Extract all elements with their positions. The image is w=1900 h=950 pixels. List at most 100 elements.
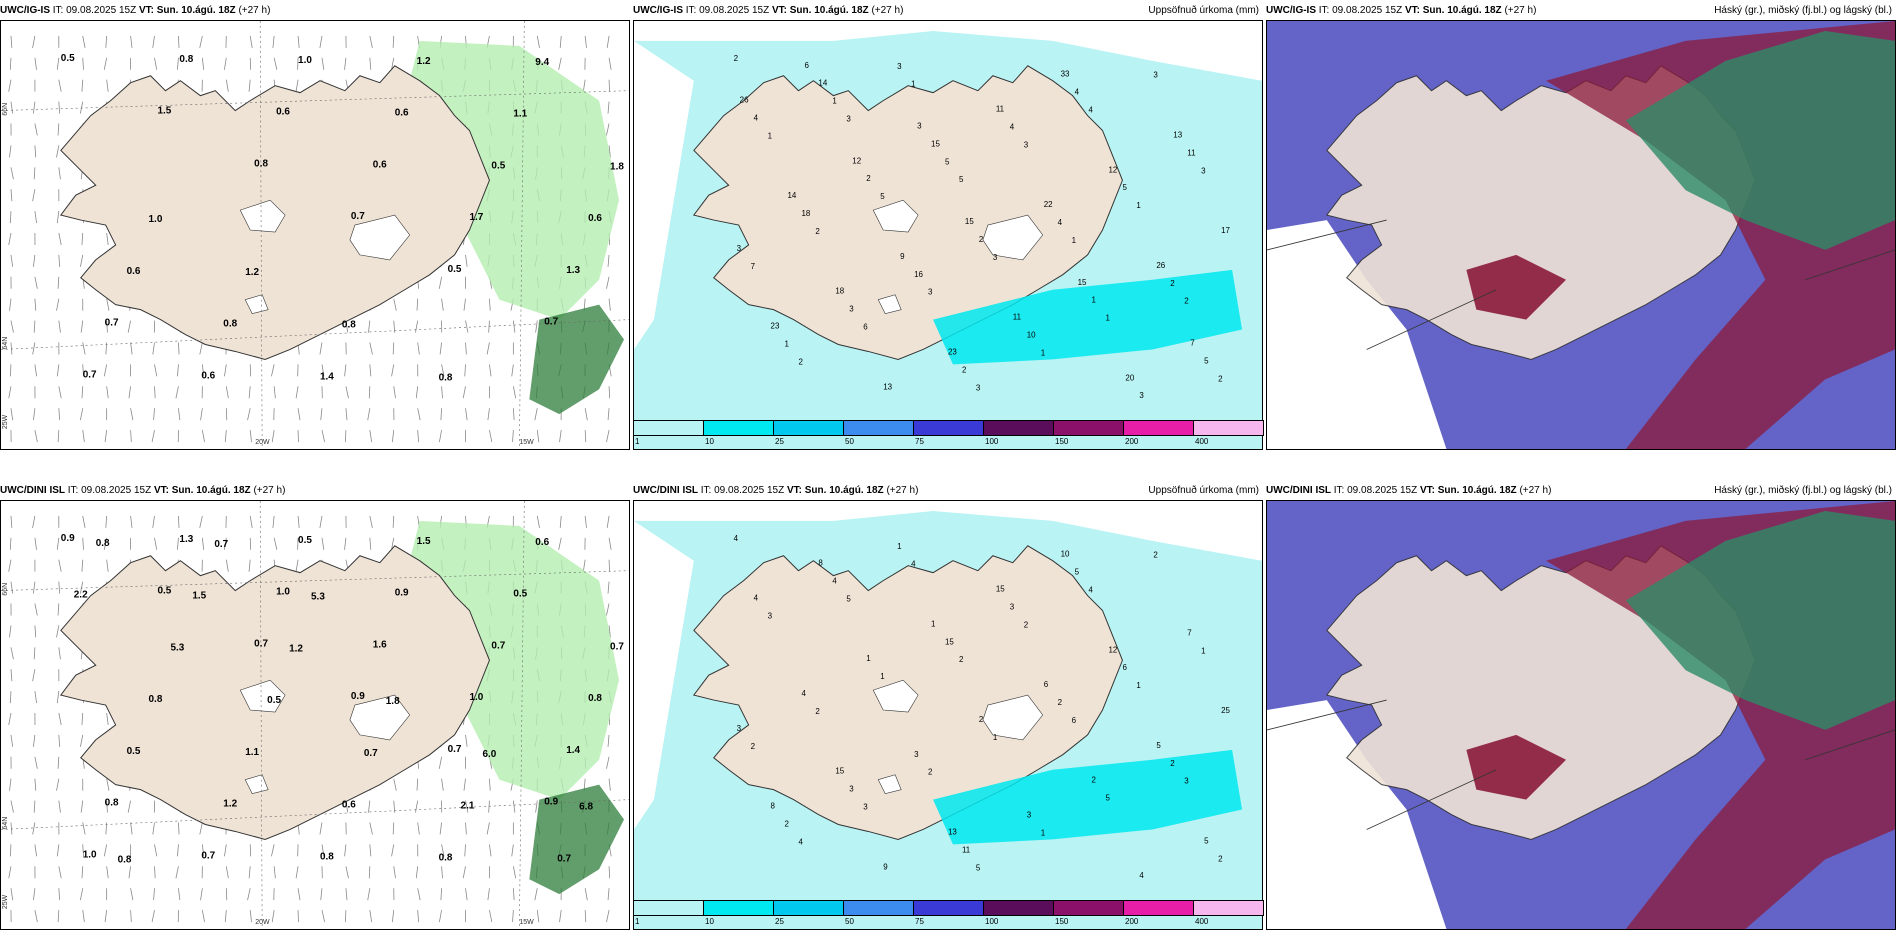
wind-barb bbox=[465, 734, 468, 747]
precip-value-label: 0.7 bbox=[557, 853, 571, 864]
wind-barb bbox=[9, 145, 12, 158]
wind-barb bbox=[369, 364, 372, 377]
colorbar-tick-label: 25 bbox=[775, 437, 784, 446]
wind-barb bbox=[321, 364, 325, 377]
wind-barb bbox=[10, 101, 14, 114]
precip-amount-label: 11 bbox=[962, 845, 971, 854]
wind-barb bbox=[33, 408, 36, 421]
wind-barb bbox=[10, 320, 14, 333]
wind-barb bbox=[248, 79, 251, 92]
wind-barb bbox=[130, 822, 133, 835]
valid-time-label: VT: bbox=[153, 485, 169, 496]
precip-amount-label: 2 bbox=[1170, 279, 1175, 288]
precip-amount-label: 2 bbox=[734, 54, 739, 63]
wind-barb bbox=[154, 57, 158, 70]
wind-barb bbox=[200, 408, 203, 421]
wind-barb bbox=[34, 691, 37, 704]
issue-time: IT: 09.08.2025 15Z bbox=[52, 5, 137, 16]
wind-barb bbox=[10, 35, 13, 48]
wind-barb bbox=[80, 800, 84, 813]
precip-amount-label: 8 bbox=[818, 559, 823, 568]
precip-value-label: 1.7 bbox=[470, 212, 484, 223]
wind-barb bbox=[80, 734, 84, 747]
precip-value-label: 0.7 bbox=[491, 640, 505, 651]
wind-barb bbox=[152, 342, 155, 355]
wind-barb bbox=[319, 822, 323, 835]
precip-amount-label: 3 bbox=[917, 122, 922, 131]
precip-value-label: 0.6 bbox=[127, 266, 141, 277]
wind-barb bbox=[151, 910, 155, 923]
precip-value-label: 6.0 bbox=[482, 749, 496, 760]
wind-barb bbox=[345, 320, 349, 333]
latitude-label: 64N bbox=[2, 817, 9, 830]
wind-barb bbox=[82, 515, 86, 528]
colorbar-segment bbox=[983, 420, 1054, 436]
wind-barb bbox=[151, 430, 155, 443]
wind-barb bbox=[199, 515, 203, 528]
wind-barb bbox=[128, 386, 131, 399]
precip-amount-label: 1 bbox=[993, 733, 998, 742]
panel-title: Háský (gr.), miðský (fj.bl.) og lágský (… bbox=[1714, 485, 1892, 496]
wind-barb bbox=[82, 35, 86, 48]
precip-amount-label: 6 bbox=[1072, 716, 1077, 725]
wind-barb bbox=[58, 888, 61, 901]
precip-amount-label: 3 bbox=[976, 383, 981, 392]
precip-amount-label: 5 bbox=[945, 157, 950, 166]
precip-amount-label: 2 bbox=[798, 357, 803, 366]
wind-barb bbox=[130, 342, 133, 355]
precip-value-label: 0.5 bbox=[491, 160, 505, 171]
wind-barb bbox=[249, 430, 252, 443]
wind-barb bbox=[154, 386, 156, 399]
wind-barb bbox=[34, 276, 38, 289]
wind-barb bbox=[536, 910, 540, 923]
glacier bbox=[244, 774, 269, 794]
valid-time-label: VT: bbox=[1419, 485, 1435, 496]
precip-amount-label: 6 bbox=[1122, 663, 1127, 672]
precip-amount-label: 9 bbox=[900, 252, 905, 261]
wind-barb bbox=[606, 603, 610, 616]
wind-barb bbox=[392, 35, 395, 48]
precip-amount-label: 1 bbox=[1041, 828, 1046, 837]
wind-barb bbox=[201, 537, 205, 550]
wind-barb bbox=[225, 866, 229, 879]
wind-barb bbox=[369, 910, 373, 923]
wind-barb bbox=[106, 79, 109, 92]
precip-amount-label: 4 bbox=[1089, 586, 1094, 595]
wind-barb bbox=[58, 320, 61, 333]
wind-barb bbox=[58, 866, 62, 879]
wind-barb bbox=[271, 364, 275, 377]
wind-barb bbox=[8, 866, 12, 879]
wind-barb bbox=[441, 866, 443, 879]
precip-value-label: 0.6 bbox=[201, 370, 215, 381]
wind-barb bbox=[178, 342, 180, 355]
wind-barb bbox=[10, 800, 14, 813]
precip-amount-label: 5 bbox=[1122, 183, 1127, 192]
precip-value-label: 1.2 bbox=[289, 643, 303, 654]
wind-barb bbox=[224, 430, 227, 443]
wind-barb bbox=[225, 408, 228, 421]
wind-barb bbox=[465, 888, 468, 901]
wind-barb bbox=[130, 35, 133, 48]
graticule bbox=[1267, 219, 1895, 350]
precip-amount-label: 2 bbox=[979, 235, 984, 244]
precip-amount-label: 15 bbox=[1078, 278, 1087, 287]
wind-barb bbox=[58, 79, 62, 92]
precip-amount-label: 6 bbox=[863, 323, 868, 332]
precip-amount-label: 4 bbox=[832, 577, 837, 586]
wind-barb bbox=[201, 430, 205, 443]
clear-sky bbox=[1267, 700, 1447, 929]
precip-value-label: 5.3 bbox=[311, 592, 325, 603]
wind-barb bbox=[224, 844, 227, 857]
precip-value-label: 0.7 bbox=[201, 850, 215, 861]
wind-barb bbox=[130, 888, 134, 901]
issue-time: IT: 09.08.2025 15Z bbox=[700, 485, 785, 496]
wind-barb bbox=[33, 734, 36, 747]
panel-header: UWC/DINI ISL IT: 09.08.2025 15Z VT: Sun.… bbox=[633, 480, 1263, 502]
precip-value-label: 5.3 bbox=[170, 642, 184, 653]
wind-barb bbox=[417, 342, 420, 355]
precip-amount-label: 3 bbox=[993, 253, 998, 262]
wind-barb bbox=[56, 211, 60, 224]
wind-barb bbox=[32, 189, 36, 202]
wind-barb bbox=[440, 408, 442, 421]
precip-value-label: 0.8 bbox=[588, 693, 602, 704]
